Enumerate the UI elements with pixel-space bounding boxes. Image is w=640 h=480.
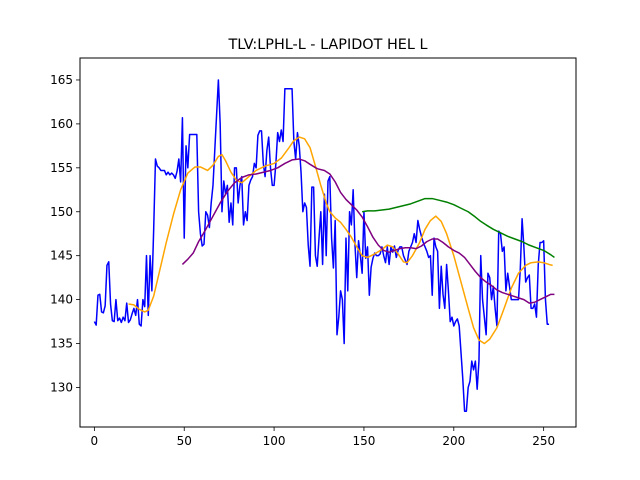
y-tick-label: 160 (50, 117, 73, 131)
series-line-1 (93, 79, 550, 412)
series-line-4 (362, 197, 555, 259)
series-line-2 (128, 136, 553, 345)
x-tick-label: 150 (352, 434, 375, 448)
x-tick-label: 50 (177, 434, 192, 448)
y-tick-label: 145 (50, 249, 73, 263)
x-tick-label: 100 (263, 434, 286, 448)
y-axis: 130 135 140 145 150 155 160 165 (50, 73, 80, 394)
x-tick-label: 200 (442, 434, 465, 448)
plot-frame (79, 57, 577, 428)
x-tick-label: 250 (532, 434, 555, 448)
y-tick-label: 165 (50, 73, 73, 87)
chart-title: TLV:LPHL-L - LAPIDOT HEL L (228, 37, 428, 53)
y-tick-label: 155 (50, 161, 73, 175)
series-line-3 (181, 158, 555, 304)
y-tick-label: 150 (50, 205, 73, 219)
x-tick-label: 0 (91, 434, 99, 448)
y-tick-label: 140 (50, 293, 73, 307)
y-tick-label: 135 (50, 337, 73, 351)
x-axis: 0 50 100 150 200 250 (91, 427, 555, 448)
series-layer (93, 79, 555, 412)
y-tick-label: 130 (50, 380, 73, 394)
